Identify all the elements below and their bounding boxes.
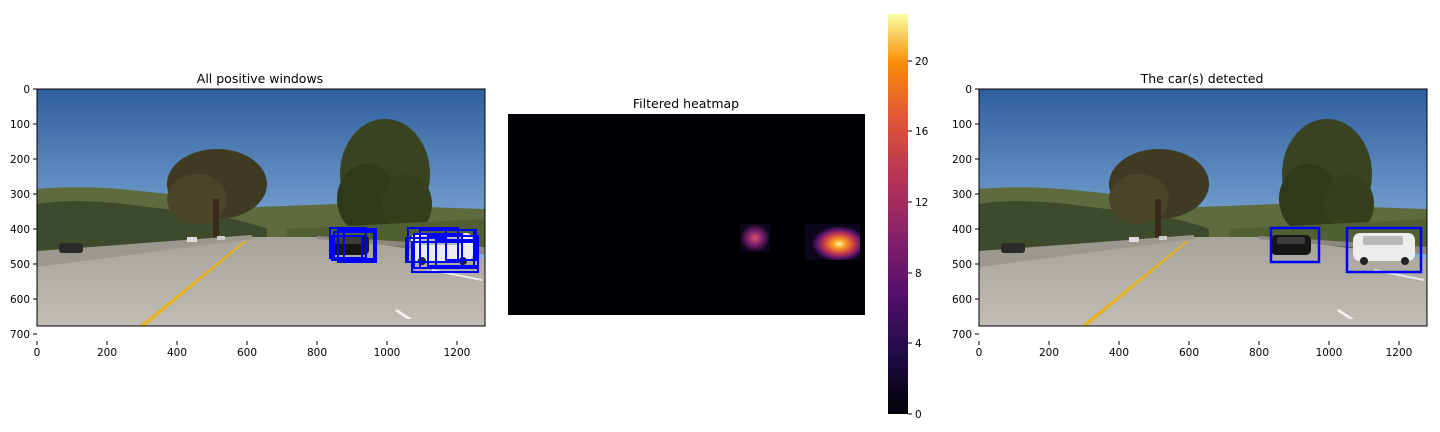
axes-frame [36,88,486,327]
axes-frame [978,88,1428,327]
y-tick-label: 400 [10,224,30,236]
panel-title: All positive windows [197,71,323,86]
y-tick-label: 400 [952,224,972,236]
x-tick-label: 1000 [374,347,401,359]
x-tick-label: 200 [97,347,117,359]
colorbar-tick-label: 20 [915,56,928,68]
road-photo [37,89,485,326]
y-tick-label: 600 [952,294,972,306]
y-tick-label: 300 [952,189,972,201]
y-axis: 0 100 200 300 400 500 600 700 [10,84,37,341]
x-tick-label: 800 [1249,347,1269,359]
x-tick-label: 1000 [1316,347,1343,359]
x-tick-label: 1200 [444,347,471,359]
x-tick-label: 600 [237,347,257,359]
heatmap-image [508,114,865,315]
colorbar-tick-label: 0 [915,409,922,421]
panel-all-positive-windows: All positive windows 0 [10,71,486,359]
panel-title: The car(s) detected [1140,71,1264,86]
colorbar: 0 4 8 12 16 20 [888,14,929,421]
y-tick-label: 700 [952,329,972,341]
x-tick-label: 600 [1179,347,1199,359]
x-tick-label: 1200 [1386,347,1413,359]
y-tick-label: 500 [952,259,972,271]
y-tick-label: 500 [10,259,30,271]
x-tick-label: 400 [1109,347,1129,359]
y-tick-label: 0 [965,84,972,96]
heat-blob [805,224,860,260]
x-tick-label: 800 [307,347,327,359]
detection-windows [329,227,479,273]
colorbar-tick-label: 8 [915,268,922,280]
y-tick-label: 0 [23,84,30,96]
panel-cars-detected: The car(s) detected 0 200 400 600 800 10… [952,71,1428,359]
colorbar-tick-label: 12 [915,197,928,209]
y-tick-label: 700 [10,329,30,341]
x-tick-label: 400 [167,347,187,359]
y-tick-label: 600 [10,294,30,306]
x-tick-label: 0 [976,347,983,359]
y-tick-label: 300 [10,189,30,201]
heat-blob [740,224,770,252]
y-tick-label: 200 [952,154,972,166]
colorbar-tick-label: 16 [915,126,929,138]
x-axis: 0 200 400 600 800 1000 1200 [34,341,471,359]
colorbar-tick-label: 4 [915,338,922,350]
detection-boxes [1269,226,1423,274]
x-tick-label: 0 [34,347,41,359]
colorbar-gradient [888,14,908,414]
y-axis: 0 100 200 300 400 500 600 700 [952,84,979,341]
road-photo [979,89,1427,326]
y-tick-label: 100 [10,119,30,131]
x-axis: 0 200 400 600 800 1000 1200 [976,341,1413,359]
x-tick-label: 200 [1039,347,1059,359]
y-tick-label: 100 [952,119,972,131]
panel-title: Filtered heatmap [633,96,739,111]
panel-filtered-heatmap: Filtered heatmap [508,96,865,315]
y-tick-label: 200 [10,154,30,166]
